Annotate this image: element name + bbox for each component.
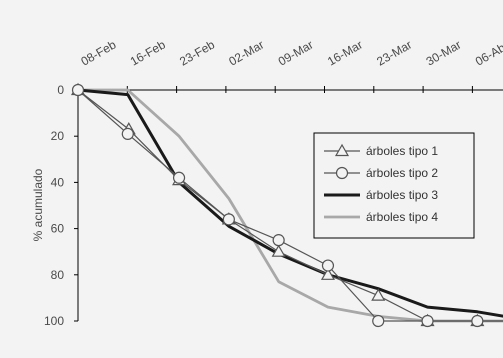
series-point <box>172 171 186 184</box>
series-point <box>334 143 350 157</box>
x-tick-label: 08-Feb <box>79 37 119 68</box>
series-point <box>71 83 85 97</box>
y-tick-label: 60 <box>51 222 65 236</box>
x-axis-ticks <box>126 86 473 93</box>
y-tick-label: 80 <box>51 268 65 282</box>
y-axis-label: % acumulado <box>31 168 45 241</box>
series-point <box>121 127 134 140</box>
plot-frame <box>77 89 503 321</box>
series-point <box>321 259 335 272</box>
series-point <box>272 234 285 247</box>
y-tick-label: 40 <box>51 175 65 189</box>
x-tick-label: 23-Feb <box>177 37 217 68</box>
legend-item: árboles tipo 3 <box>324 188 438 202</box>
series-point <box>471 314 484 328</box>
legend-label: árboles tipo 2 <box>366 166 438 180</box>
series-group <box>70 82 503 328</box>
x-tick-label: 09-Mar <box>276 37 316 68</box>
legend-label: árboles tipo 1 <box>366 144 438 158</box>
x-tick-label: 23-Mar <box>374 37 414 68</box>
x-tick-label: 16-Feb <box>128 37 168 68</box>
series-3 <box>77 88 503 318</box>
legend-item: árboles tipo 2 <box>324 166 438 180</box>
series-point <box>372 314 385 328</box>
legend-item: árboles tipo 1 <box>324 143 438 158</box>
series-point <box>222 213 235 226</box>
y-tick-label: 0 <box>57 83 64 97</box>
series-point <box>335 166 349 180</box>
series-point <box>320 267 335 280</box>
legend-label: árboles tipo 4 <box>366 210 438 224</box>
series-2 <box>71 83 503 328</box>
x-tick-label: 16-Mar <box>325 37 365 68</box>
series-line <box>77 88 503 318</box>
y-axis-tick-labels: 0 20 40 60 80 100 <box>44 83 64 328</box>
y-tick-label: 20 <box>51 129 65 143</box>
legend-item: árboles tipo 4 <box>324 210 438 224</box>
x-axis-tick-labels: 08-Feb 16-Feb 23-Feb 02-Mar 09-Mar 16-Mar 23-M… <box>79 37 503 68</box>
legend-label: árboles tipo 3 <box>366 188 438 202</box>
y-tick-label: 100 <box>44 314 64 328</box>
y-axis-ticks <box>74 89 78 322</box>
series-line <box>77 89 503 322</box>
x-tick-label: 02-Mar <box>226 37 266 68</box>
series-point <box>271 244 286 257</box>
x-tick-label: 06-Abr <box>473 38 503 68</box>
series-point <box>421 314 434 328</box>
series-point <box>371 288 386 301</box>
legend: árboles tipo 1 árboles tipo 2 árboles tipo… <box>313 132 475 239</box>
x-tick-label: 30-Mar <box>424 37 464 68</box>
